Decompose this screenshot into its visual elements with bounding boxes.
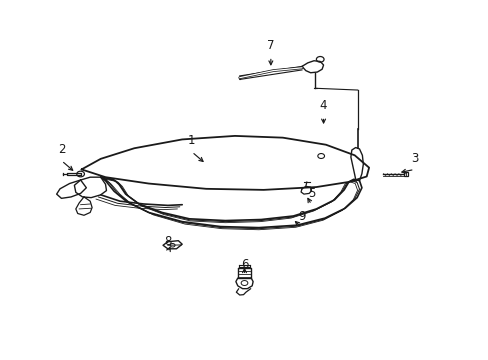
Text: 8: 8 [164,235,171,248]
Text: 9: 9 [298,210,305,223]
Text: 7: 7 [266,39,274,52]
Text: 2: 2 [58,143,65,156]
Text: 6: 6 [240,258,248,271]
Text: 4: 4 [319,99,326,112]
Text: 3: 3 [410,152,417,165]
Bar [403,172,407,176]
Text: 1: 1 [188,134,195,147]
Text: 5: 5 [307,187,315,200]
